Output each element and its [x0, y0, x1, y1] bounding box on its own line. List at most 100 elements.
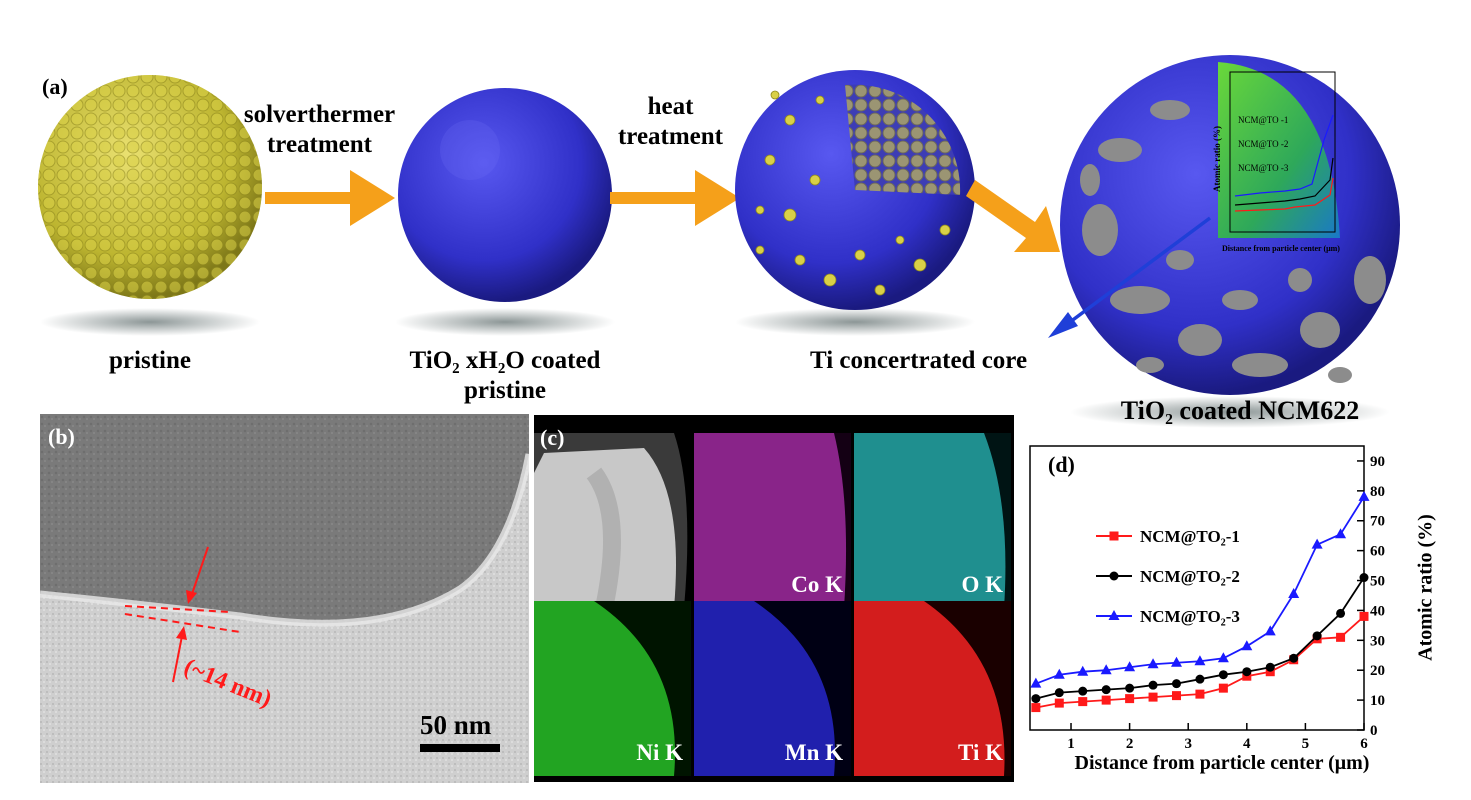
y-tick-label: 60 — [1370, 544, 1385, 560]
y-tick-label: 90 — [1370, 454, 1385, 470]
edx-ti-map: Ti K — [854, 601, 1011, 776]
data-point — [1031, 694, 1041, 704]
y-tick-label: 50 — [1370, 574, 1385, 590]
edx-o-map: O K — [854, 433, 1011, 608]
core-pointer-head — [1048, 312, 1078, 338]
edx-co-map: Co K — [694, 433, 851, 608]
data-point — [1078, 686, 1088, 696]
panel-b: (b) (~14 nm) 50 nm — [40, 414, 529, 783]
legend-label-2: NCM@TO₂-2 — [1140, 567, 1240, 586]
data-point — [1125, 683, 1135, 693]
data-point — [1358, 490, 1370, 501]
data-point — [1125, 694, 1135, 704]
panel-a-letter: (a) — [42, 74, 68, 99]
data-point — [1101, 695, 1111, 705]
legend-marker-3 — [1108, 610, 1120, 620]
panel-a: (a) — [38, 55, 1400, 428]
process-illustration — [38, 55, 1400, 428]
data-point — [1242, 667, 1252, 677]
data-point — [1195, 689, 1205, 699]
heat-treated-sphere — [735, 70, 975, 310]
edx-mn-map: Mn K — [694, 601, 851, 776]
panel-c-letter: (c) — [540, 425, 565, 450]
data-point — [1054, 688, 1064, 698]
shadow-4 — [1070, 396, 1390, 428]
data-point — [1054, 698, 1064, 708]
data-point — [1101, 685, 1111, 695]
data-point — [1124, 661, 1136, 672]
data-point — [1031, 703, 1041, 713]
data-point — [1148, 680, 1158, 690]
coated-sphere — [398, 88, 612, 302]
data-point — [1336, 608, 1346, 618]
y-tick-label: 40 — [1370, 603, 1385, 619]
arrow-3 — [966, 180, 1060, 252]
data-point — [1359, 611, 1369, 621]
data-point — [1053, 668, 1065, 679]
data-point — [1030, 677, 1042, 688]
data-point — [1217, 652, 1229, 663]
inset-legend-2: NCM@TO -2 — [1238, 139, 1289, 149]
panel-d-letter: (d) — [1048, 452, 1075, 477]
data-point — [1265, 662, 1275, 672]
inset-ylabel: Atomic ratio (%) — [1212, 126, 1222, 192]
arrow-1 — [265, 170, 395, 226]
panel-b-letter: (b) — [48, 424, 75, 449]
arrow-2 — [610, 170, 740, 226]
scale-bar — [420, 744, 500, 752]
x-tick-label: 5 — [1302, 736, 1310, 752]
x-tick-label: 4 — [1243, 736, 1251, 752]
shadow-3 — [735, 308, 975, 336]
inset-legend: NCM@TO -1 NCM@TO -2 NCM@TO -3 — [1238, 108, 1288, 180]
data-point — [1218, 670, 1228, 680]
data-point — [1264, 625, 1276, 636]
data-point — [1312, 631, 1322, 641]
core-label: Ti concertrated core — [810, 347, 1028, 374]
plot-frame — [1029, 445, 1365, 731]
pristine-sphere — [38, 75, 262, 299]
step1-label: pristine — [109, 347, 191, 374]
edx-ni-map: Ni K — [534, 601, 691, 776]
data-point — [1171, 679, 1181, 689]
data-point — [1100, 664, 1112, 675]
arrow2-label: heat treatment — [617, 93, 724, 150]
data-point — [1289, 653, 1299, 663]
x-axis-label: Distance from particle center (μm) — [1074, 752, 1370, 774]
line-chart: 1 2 3 4 5 60 10 20 30 40 50 60 70 80 90 NCM@TO₂-1 NCM@T… — [1029, 445, 1385, 752]
shadow-2 — [395, 308, 615, 336]
data-point — [1078, 697, 1088, 707]
data-point — [1218, 683, 1228, 693]
y-tick-label: 0 — [1370, 723, 1378, 739]
data-point — [1336, 632, 1346, 642]
x-tick-label: 6 — [1360, 736, 1368, 752]
data-point — [1288, 587, 1300, 598]
tem-image — [40, 414, 529, 783]
x-tick-label: 2 — [1126, 736, 1134, 752]
y-tick-label: 30 — [1370, 633, 1385, 649]
legend-marker-1 — [1109, 531, 1119, 541]
x-tick-label: 1 — [1067, 736, 1075, 752]
legend-label-1: NCM@TO₂-1 — [1140, 527, 1240, 546]
data-point — [1311, 538, 1323, 549]
data-point — [1241, 640, 1253, 651]
data-point — [1148, 692, 1158, 702]
panel-d: 1 2 3 4 5 6 0 10 20 30 40 50 60 70 80 90 NCM@TO₂-1 NCM@T… — [1016, 440, 1471, 800]
inset-plot — [1229, 71, 1336, 233]
panel-c: Co K O K Ni K Mn K Ti K (c) — [534, 415, 1014, 782]
legend-marker-2 — [1109, 571, 1119, 581]
inset-legend-1: NCM@TO -1 — [1238, 115, 1289, 125]
scale-bar-label: 50 nm — [420, 710, 492, 740]
data-point — [1335, 528, 1347, 539]
step2-label: TiO₂ xH₂O coated pristine — [409, 347, 601, 404]
shadow-1 — [40, 308, 260, 336]
inset-legend-3: NCM@TO -3 — [1238, 163, 1289, 173]
x-tick-label: 3 — [1184, 736, 1192, 752]
data-point — [1147, 658, 1159, 669]
y-tick-label: 20 — [1370, 663, 1385, 679]
data-point — [1077, 665, 1089, 676]
y-tick-label: 70 — [1370, 514, 1385, 530]
legend-label-3: NCM@TO₂-3 — [1140, 607, 1240, 626]
data-point — [1171, 691, 1181, 701]
y-axis-label: Atomic ratio (%) — [1414, 514, 1437, 661]
inset-xlabel: Distance from particle center (μm) — [1222, 244, 1340, 253]
